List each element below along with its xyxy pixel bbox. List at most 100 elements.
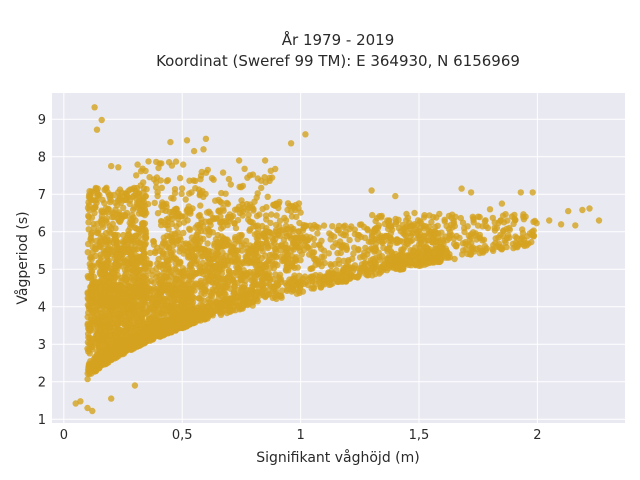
data-point xyxy=(117,199,125,206)
data-point xyxy=(320,276,328,283)
data-point xyxy=(99,317,106,324)
data-point xyxy=(298,233,305,240)
data-point xyxy=(222,190,229,197)
data-point xyxy=(326,281,333,288)
x-tick-label: 1 xyxy=(296,428,304,443)
data-point xyxy=(161,305,168,313)
data-point xyxy=(121,211,128,218)
data-point xyxy=(119,330,126,338)
x-axis-title: Signifikant våghöjd (m) xyxy=(256,449,419,466)
data-point xyxy=(276,276,283,283)
data-point xyxy=(464,223,471,230)
data-point xyxy=(226,211,233,218)
data-point xyxy=(409,230,416,237)
data-point xyxy=(278,241,285,248)
data-point xyxy=(287,140,295,147)
data-point xyxy=(110,213,118,221)
data-point xyxy=(385,217,393,225)
data-point xyxy=(166,269,173,276)
data-point xyxy=(200,235,207,242)
data-point xyxy=(185,286,192,293)
data-point xyxy=(140,326,147,334)
data-point xyxy=(85,348,92,355)
data-point xyxy=(121,340,128,347)
data-point xyxy=(486,206,494,213)
data-point xyxy=(132,224,139,231)
data-point xyxy=(388,237,396,244)
data-point xyxy=(172,158,180,165)
data-point xyxy=(529,189,536,196)
data-point xyxy=(297,282,304,289)
data-point xyxy=(499,212,507,219)
data-point xyxy=(397,228,404,235)
data-point xyxy=(125,231,132,238)
data-point xyxy=(154,244,161,251)
data-point xyxy=(122,258,129,265)
data-point xyxy=(180,161,187,168)
data-point xyxy=(340,223,347,230)
data-point xyxy=(202,218,209,225)
data-point xyxy=(105,356,112,363)
data-point xyxy=(120,290,127,297)
data-point xyxy=(126,186,134,193)
data-point xyxy=(127,337,134,344)
data-point xyxy=(153,158,160,166)
data-point xyxy=(197,245,204,252)
data-point xyxy=(351,265,358,272)
data-point xyxy=(259,205,266,213)
data-point xyxy=(304,237,312,244)
data-point xyxy=(245,211,252,218)
data-point xyxy=(104,336,111,343)
data-point xyxy=(530,218,537,225)
data-point xyxy=(376,237,383,244)
data-point xyxy=(273,212,280,219)
data-point xyxy=(227,181,234,188)
data-point xyxy=(123,276,130,283)
data-point xyxy=(93,229,101,237)
data-point xyxy=(197,202,204,209)
data-point xyxy=(360,223,368,231)
data-point xyxy=(221,299,228,306)
data-point xyxy=(499,232,507,239)
data-point xyxy=(155,164,162,172)
data-point xyxy=(205,302,213,310)
data-point xyxy=(213,246,221,253)
x-tick-label: 0,5 xyxy=(172,428,193,443)
data-point xyxy=(421,238,428,245)
y-tick-label: 9 xyxy=(38,113,46,128)
data-point xyxy=(264,193,271,200)
data-point xyxy=(130,204,138,211)
data-point xyxy=(240,267,247,274)
data-point xyxy=(174,237,181,245)
chart-title-line-1: År 1979 - 2019 xyxy=(282,30,395,49)
data-point xyxy=(413,260,420,267)
data-point xyxy=(262,179,269,186)
data-point xyxy=(109,351,117,358)
data-point xyxy=(325,270,332,277)
data-point xyxy=(87,234,95,241)
data-point xyxy=(88,229,96,236)
data-point xyxy=(89,280,96,287)
data-point xyxy=(90,273,98,280)
data-point xyxy=(196,269,204,277)
data-point xyxy=(300,224,307,232)
data-point xyxy=(235,157,243,164)
data-point xyxy=(85,274,92,281)
data-point xyxy=(182,240,189,247)
data-point xyxy=(158,317,165,324)
data-point xyxy=(171,189,179,197)
data-point xyxy=(420,257,427,265)
data-point xyxy=(220,235,227,242)
data-point xyxy=(182,316,189,323)
data-point xyxy=(88,268,95,275)
data-point xyxy=(371,245,378,253)
data-point xyxy=(276,232,284,239)
data-point xyxy=(253,230,261,237)
data-point xyxy=(100,341,108,349)
data-point xyxy=(131,382,139,389)
data-point xyxy=(145,334,152,342)
data-point xyxy=(530,233,537,240)
data-point xyxy=(219,223,227,231)
data-point xyxy=(174,320,181,327)
